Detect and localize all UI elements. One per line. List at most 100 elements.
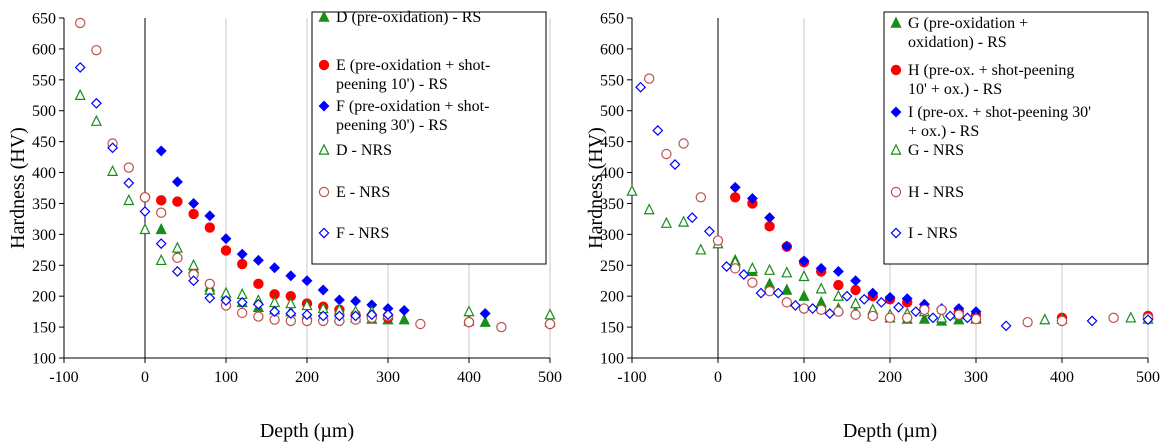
- x-tick-label: 100: [792, 369, 816, 386]
- legend-marker: [318, 186, 330, 198]
- data-point: [902, 312, 913, 324]
- data-point: [764, 263, 776, 275]
- legend-box: [311, 11, 547, 265]
- legend-marker: [890, 227, 902, 239]
- y-tick-label: 250: [32, 258, 56, 275]
- data-point: [301, 275, 313, 287]
- x-tick-label: 300: [376, 369, 400, 386]
- data-point: [479, 308, 491, 319]
- data-point: [204, 210, 216, 222]
- y-tick-label: 350: [600, 196, 624, 213]
- data-point: [285, 308, 297, 319]
- data-point: [236, 248, 248, 260]
- data-point: [746, 261, 758, 274]
- data-point: [155, 207, 167, 218]
- data-point: [188, 208, 199, 220]
- y-tick-label: 350: [32, 196, 56, 213]
- data-point: [850, 297, 862, 309]
- data-point: [204, 222, 215, 233]
- x-tick-label: 100: [214, 369, 238, 386]
- data-point: [832, 266, 844, 277]
- data-point: [90, 114, 102, 126]
- y-tick-label: 450: [32, 134, 56, 151]
- legend-box: [883, 11, 1149, 265]
- data-point: [1022, 316, 1033, 328]
- data-point: [918, 312, 930, 324]
- data-point: [139, 192, 151, 203]
- data-point: [652, 125, 664, 136]
- legend-marker: [890, 16, 902, 28]
- data-point: [220, 233, 232, 245]
- data-point: [269, 306, 281, 318]
- legend-marker: [318, 100, 330, 112]
- data-point: [285, 270, 297, 282]
- legend-label: F (pre-oxidation + shot-peening 30') - R…: [336, 98, 489, 134]
- data-point: [155, 145, 167, 157]
- y-tick-label: 500: [32, 103, 56, 120]
- data-point: [1056, 315, 1068, 327]
- x-tick-label: 500: [538, 369, 562, 386]
- legend-label: I - NRS: [908, 225, 958, 242]
- data-point: [643, 203, 655, 215]
- y-tick-label: 450: [600, 134, 624, 151]
- y-tick-label: 100: [600, 351, 624, 368]
- data-point: [850, 284, 861, 296]
- data-point: [91, 44, 102, 56]
- data-point: [833, 306, 844, 317]
- data-point: [269, 262, 281, 274]
- y-tick-label: 150: [32, 320, 56, 337]
- hardness-chart-left: 100 150 200 250 300 350 400 450 500 550 600 650 -100…: [7, 9, 562, 442]
- data-point: [398, 313, 410, 325]
- data-point: [893, 301, 905, 313]
- data-point: [764, 212, 776, 224]
- legend-label: D (pre-oxidation) - RS: [336, 9, 481, 26]
- data-point: [479, 315, 491, 327]
- data-point: [919, 304, 930, 315]
- data-point: [155, 253, 167, 266]
- data-point: [172, 196, 183, 207]
- legend-marker: [890, 143, 902, 155]
- data-point: [236, 258, 248, 270]
- data-point: [875, 296, 887, 308]
- data-point: [703, 225, 715, 237]
- data-point: [172, 252, 183, 264]
- data-point: [678, 138, 689, 149]
- data-point: [350, 310, 362, 322]
- data-point: [626, 184, 638, 196]
- data-point: [317, 310, 329, 322]
- data-point: [781, 240, 793, 252]
- data-point: [123, 193, 135, 206]
- data-point: [755, 287, 767, 299]
- legend-label: E (pre-oxidation + shot-peening 10') - R…: [336, 57, 490, 93]
- data-point: [729, 181, 741, 193]
- legend-label: I (pre-ox. + shot-peening 30' + ox.) - RS: [908, 104, 1091, 140]
- data-point: [139, 206, 151, 217]
- y-axis-title: Hardness (HV): [7, 127, 29, 249]
- data-point: [123, 177, 135, 189]
- data-point: [910, 306, 922, 318]
- data-point: [366, 309, 378, 321]
- legend: G (pre-oxidation + oxidation) - RS H (pre-…: [883, 11, 1149, 265]
- data-point: [333, 294, 345, 306]
- data-point: [204, 292, 216, 304]
- data-point: [936, 311, 948, 323]
- x-tick-label: 0: [141, 369, 149, 386]
- y-tick-label: 100: [32, 351, 56, 368]
- data-point: [858, 293, 870, 305]
- series-5: [74, 62, 394, 322]
- x-tick-label: -100: [49, 369, 78, 386]
- y-tick-label: 550: [600, 72, 624, 89]
- legend-marker: [318, 10, 330, 22]
- data-point: [220, 295, 232, 306]
- data-point: [747, 277, 758, 288]
- data-point: [252, 298, 264, 310]
- y-tick-label: 400: [600, 165, 624, 182]
- data-point: [333, 310, 345, 322]
- legend-label: D - NRS: [336, 142, 392, 159]
- x-tick-label: 400: [1050, 369, 1074, 386]
- data-point: [841, 290, 853, 302]
- data-point: [712, 235, 724, 246]
- data-point: [798, 269, 810, 282]
- data-point: [74, 88, 86, 100]
- data-point: [660, 216, 672, 228]
